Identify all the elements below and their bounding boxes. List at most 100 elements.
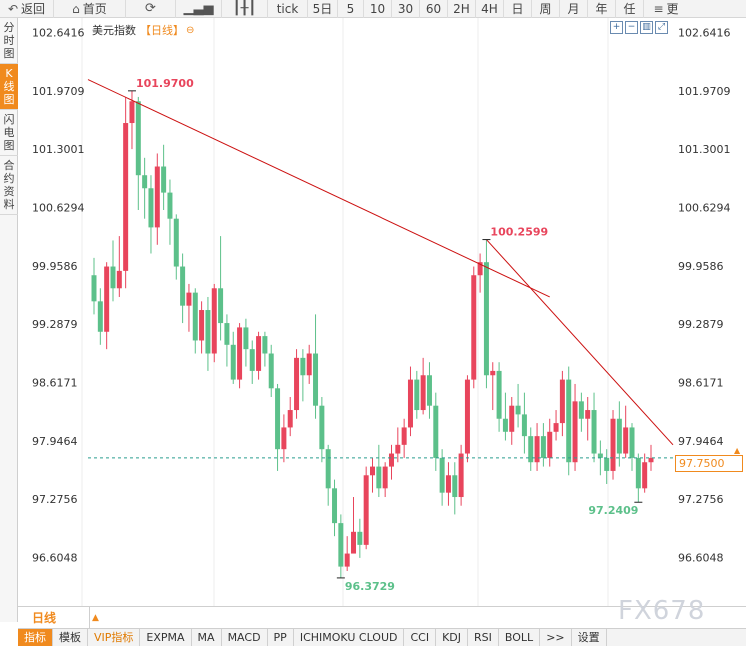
tab-kline[interactable]: K线图 — [0, 64, 18, 110]
triangle-up-icon[interactable]: ▲ — [92, 613, 99, 623]
candle-body — [110, 266, 116, 289]
indicator-tab-5[interactable]: MACD — [222, 629, 268, 646]
period-custom[interactable]: 任 — [616, 0, 644, 18]
annotation-label-0: 101.9700 — [136, 77, 194, 90]
candle-body — [363, 475, 369, 545]
period-60-label: 60 — [425, 1, 442, 16]
period-10[interactable]: 10 — [364, 0, 392, 18]
y-tick-left: 101.9709 — [32, 85, 85, 98]
candlestick-chart[interactable]: 102.6416 102.6416 101.9709 101.9709 101.3001… — [18, 18, 746, 606]
candle-body — [534, 436, 540, 463]
indicator-tab-2[interactable]: VIP指标 — [88, 629, 141, 646]
candle-body — [604, 457, 610, 471]
period-2h[interactable]: 2H — [448, 0, 476, 18]
indicator-tab-10[interactable]: RSI — [468, 629, 499, 646]
period-week-label: 周 — [539, 2, 552, 16]
period-tick[interactable]: tick — [268, 0, 308, 18]
chart-layout-icon[interactable]: ▥ — [640, 21, 653, 34]
more-button[interactable]: ≡ 更 — [644, 0, 688, 18]
candle-body — [648, 457, 654, 463]
home-button[interactable]: ⌂ 首页 — [54, 0, 126, 18]
candle-body — [300, 357, 306, 376]
candle-body — [332, 488, 338, 524]
candle-body — [597, 453, 603, 458]
indicator-tab-7[interactable]: ICHIMOKU CLOUD — [294, 629, 405, 646]
period-2h-label: 2H — [453, 1, 470, 16]
candle-body — [572, 401, 578, 463]
candle-body — [490, 370, 496, 376]
chart-tools: + − ▥ ⤢ — [610, 21, 668, 34]
candle-body — [547, 431, 553, 458]
candle-body — [578, 401, 584, 419]
y-tick-right: 99.9586 — [678, 260, 724, 273]
candle-body — [97, 301, 103, 332]
indicator-tab-6[interactable]: PP — [268, 629, 294, 646]
trendline-1 — [87, 79, 550, 298]
tab-flash[interactable]: 闪电图 — [0, 110, 18, 156]
candle-body — [338, 523, 344, 567]
candle-body — [426, 375, 432, 406]
candle-body — [351, 531, 357, 554]
y-tick-left: 99.9586 — [32, 260, 78, 273]
y-tick-left: 96.6048 — [32, 551, 78, 564]
candle-body — [642, 462, 648, 489]
indicator-tab-3[interactable]: EXPMA — [140, 629, 192, 646]
candle-body — [477, 262, 483, 276]
period-week[interactable]: 周 — [532, 0, 560, 18]
period-5[interactable]: 5 — [338, 0, 364, 18]
y-tick-left: 98.6171 — [32, 376, 78, 389]
fullscreen-icon[interactable]: ⤢ — [655, 21, 668, 34]
candle-body — [521, 414, 527, 437]
home-label: 首页 — [82, 2, 107, 16]
candle-body — [553, 423, 559, 432]
indicator-tab-12[interactable]: >> — [540, 629, 572, 646]
chart-type-button[interactable]: ▁▃▅ — [176, 0, 222, 18]
candle-body — [414, 379, 420, 411]
candle-body — [629, 427, 635, 458]
indicator-tab-9[interactable]: KDJ — [436, 629, 469, 646]
period-60[interactable]: 60 — [420, 0, 448, 18]
y-tick-right: 101.3001 — [678, 143, 731, 156]
y-tick-right: 101.9709 — [678, 85, 731, 98]
indicator-tab-1[interactable]: 模板 — [53, 629, 88, 646]
period-5d[interactable]: 5日 — [308, 0, 338, 18]
candle-body — [237, 327, 243, 380]
period-30[interactable]: 30 — [392, 0, 420, 18]
tab-contract-info[interactable]: 合约资料 — [0, 156, 18, 215]
back-button[interactable]: ↶ 返回 — [0, 0, 54, 18]
period-5d-label: 5日 — [312, 2, 333, 16]
period-toggle-icon[interactable]: ⊖ — [186, 24, 195, 36]
candle-body — [173, 218, 179, 267]
refresh-icon: ⟳ — [145, 1, 156, 16]
y-tick-left: 97.9464 — [32, 435, 78, 448]
indicator-tab-0[interactable]: 指标 — [18, 629, 53, 646]
refresh-button[interactable]: ⟳ — [126, 0, 176, 18]
y-tick-right: 102.6416 — [678, 26, 731, 39]
zoom-out-icon[interactable]: − — [625, 21, 638, 34]
candle-type-button[interactable]: ┃╂┃ — [222, 0, 268, 18]
indicator-tab-13[interactable]: 设置 — [572, 629, 607, 646]
chart-header: 美元指数 【日线】 ⊖ — [92, 22, 194, 38]
home-icon: ⌂ — [72, 1, 80, 16]
period-month[interactable]: 月 — [560, 0, 588, 18]
zoom-in-icon[interactable]: + — [610, 21, 623, 34]
candle-body — [395, 444, 401, 454]
indicator-tab-11[interactable]: BOLL — [499, 629, 541, 646]
candle-body — [186, 292, 192, 306]
period-day-label: 日 — [511, 2, 524, 16]
period-4h[interactable]: 4H — [476, 0, 504, 18]
annotation-label-3: 97.2409 — [588, 504, 638, 517]
candle-body — [104, 266, 110, 332]
indicator-tab-4[interactable]: MA — [192, 629, 222, 646]
indicator-tab-8[interactable]: CCI — [404, 629, 437, 646]
period-selector[interactable]: 日线 — [18, 607, 90, 629]
candle-body — [344, 553, 350, 567]
period-day[interactable]: 日 — [504, 0, 532, 18]
y-tick-right: 96.6048 — [678, 551, 724, 564]
period-year[interactable]: 年 — [588, 0, 616, 18]
tab-timeshare[interactable]: 分时图 — [0, 18, 18, 64]
x-axis-bar: 日线 ▲ — [18, 606, 746, 629]
candle-body — [154, 166, 160, 228]
period-30-label: 30 — [397, 1, 414, 16]
